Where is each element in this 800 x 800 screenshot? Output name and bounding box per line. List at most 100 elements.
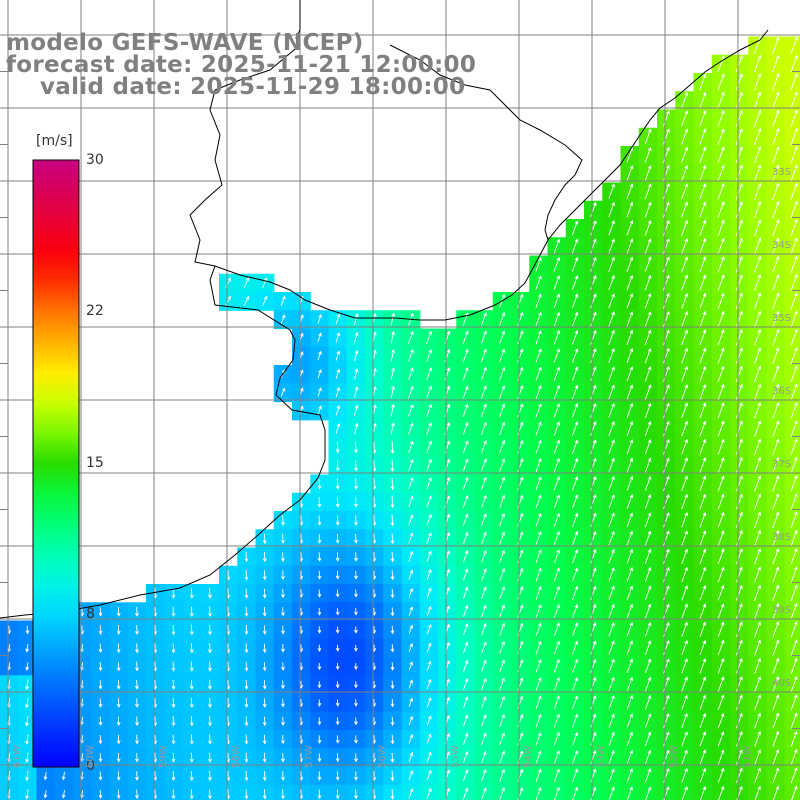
lat-label: 40S — [772, 678, 792, 689]
wind-arrow — [645, 786, 652, 800]
wind-arrow — [699, 548, 707, 565]
wind-cell — [784, 748, 800, 768]
wind-arrow — [717, 383, 725, 401]
wind-arrow — [499, 695, 505, 709]
wind-arrow — [426, 477, 432, 490]
wind-arrow — [626, 548, 634, 564]
wind-arrow — [481, 732, 487, 746]
wind-arrow — [662, 238, 670, 254]
wind-arrow — [535, 750, 542, 764]
wind-arrow — [772, 456, 780, 474]
wind-arrow — [735, 182, 743, 200]
wind-arrow — [644, 713, 652, 728]
wind-arrow — [754, 676, 762, 692]
wind-arrow — [408, 624, 414, 634]
wind-arrow — [681, 201, 689, 218]
wind-arrow — [735, 511, 743, 528]
wind-arrow — [408, 385, 414, 399]
forecast-date: forecast date: 2025-11-21 12:00:00 — [6, 52, 477, 78]
wind-arrow — [116, 680, 121, 690]
wind-arrow — [736, 749, 743, 765]
wind-arrow — [354, 789, 358, 800]
wind-arrow — [790, 365, 798, 383]
wind-arrow — [626, 311, 634, 327]
wind-arrow — [553, 476, 560, 491]
wind-arrow — [644, 347, 652, 364]
wind-arrow — [663, 640, 670, 656]
wind-arrow — [644, 274, 652, 291]
wind-arrow — [280, 314, 286, 324]
wind-arrow — [736, 731, 743, 747]
wind-arrow — [553, 238, 561, 254]
wind-arrow — [317, 314, 322, 325]
wind-arrow — [681, 530, 688, 546]
wind-arrow — [462, 458, 469, 472]
wind-arrow — [699, 585, 707, 601]
wind-arrow — [735, 365, 743, 382]
wind-arrow — [681, 146, 689, 163]
wind-arrow — [590, 293, 597, 309]
lon-label: 56W — [377, 745, 388, 768]
wind-arrow — [281, 607, 285, 617]
wind-arrow — [208, 697, 212, 709]
wind-arrow — [462, 348, 469, 363]
wind-cell — [784, 365, 800, 384]
wind-arrow — [791, 785, 798, 800]
wind-arrow — [244, 588, 249, 599]
wind-arrow — [754, 328, 762, 346]
wind-arrow — [281, 734, 285, 745]
wind-arrow — [390, 422, 395, 435]
wind-arrow — [243, 277, 250, 288]
wind-arrow — [735, 621, 743, 638]
wind-arrow — [681, 548, 688, 564]
wind-arrow — [626, 421, 634, 437]
wind-arrow — [626, 585, 634, 601]
wind-arrow — [335, 441, 340, 454]
wind-arrow — [735, 530, 743, 547]
lat-label: 35S — [772, 313, 792, 324]
wind-arrow — [790, 748, 798, 766]
wind-arrow — [772, 91, 780, 109]
wind-arrow — [681, 365, 688, 382]
wind-arrow — [699, 639, 707, 656]
wind-arrow — [208, 789, 212, 800]
wind-arrow — [735, 255, 743, 273]
wind-arrow — [335, 515, 340, 526]
wind-cell — [784, 292, 800, 311]
wind-arrow — [717, 402, 725, 419]
wind-arrow — [790, 328, 798, 346]
wind-arrow — [354, 663, 358, 671]
wind-arrow — [735, 657, 743, 674]
wind-arrow — [462, 330, 469, 345]
wind-arrow — [590, 329, 597, 345]
wind-arrow — [208, 643, 212, 654]
wind-arrow — [499, 476, 506, 491]
wind-arrow — [390, 716, 395, 726]
wind-arrow — [662, 274, 670, 291]
colorbar-tick: 30 — [86, 152, 104, 168]
wind-arrow — [499, 659, 505, 673]
wind-arrow — [571, 384, 579, 400]
wind-arrow — [354, 644, 358, 652]
wind-arrow — [408, 367, 414, 381]
wind-arrow — [572, 640, 579, 655]
wind-arrow — [735, 456, 743, 474]
wind-arrow — [189, 588, 194, 599]
wind-arrow — [481, 696, 487, 709]
wind-arrow — [553, 256, 561, 272]
wind-arrow — [480, 385, 487, 399]
wind-arrow — [535, 786, 542, 800]
wind-arrow — [717, 548, 725, 565]
wind-arrow — [608, 293, 615, 309]
wind-arrow — [699, 201, 707, 218]
wind-arrow — [462, 751, 469, 764]
wind-arrow — [699, 493, 707, 510]
wind-arrow — [681, 512, 688, 528]
wind-arrow — [662, 219, 670, 236]
wind-arrow — [535, 567, 542, 582]
lat-label: 33S — [772, 167, 792, 178]
wind-arrow — [663, 420, 670, 437]
wind-arrow — [735, 91, 743, 109]
wind-arrow — [772, 255, 780, 273]
